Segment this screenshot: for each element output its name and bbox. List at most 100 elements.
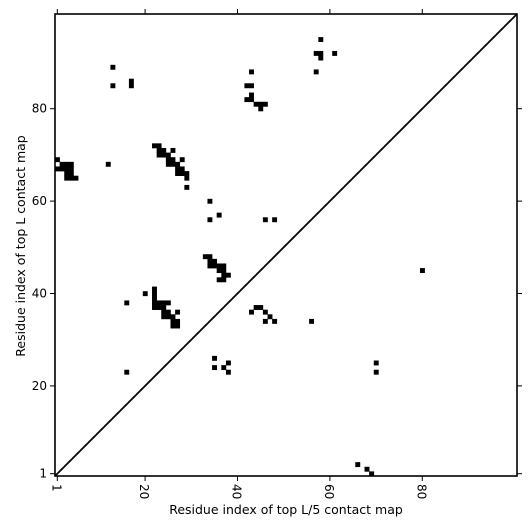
contact-cell bbox=[142, 291, 148, 297]
contact-cell bbox=[244, 97, 250, 103]
contact-cell bbox=[68, 166, 74, 172]
contact-cell bbox=[110, 64, 116, 70]
contact-cell bbox=[202, 254, 208, 260]
contact-cell bbox=[253, 305, 259, 310]
contact-cell bbox=[373, 360, 379, 366]
contact-cell bbox=[309, 318, 315, 324]
contact-cell bbox=[313, 50, 319, 56]
contact-cell bbox=[124, 369, 130, 375]
contact-cell bbox=[128, 83, 134, 89]
contact-cell bbox=[184, 184, 190, 190]
contact-cell bbox=[110, 83, 116, 89]
contact-cell bbox=[55, 166, 60, 172]
y-axis-ticks: 1 20 40 60 80 bbox=[32, 102, 522, 481]
contact-cell bbox=[156, 305, 162, 310]
contact-cell bbox=[165, 161, 171, 167]
contact-cell bbox=[179, 166, 185, 172]
contact-cell bbox=[152, 300, 157, 306]
contact-cell bbox=[318, 37, 324, 43]
contact-cell bbox=[175, 171, 181, 176]
y-axis-label: Residue index of top L contact map bbox=[13, 135, 28, 356]
contact-cell bbox=[184, 175, 190, 181]
contact-cell bbox=[221, 272, 227, 278]
y-tick-label: 20 bbox=[32, 379, 47, 393]
contact-cell bbox=[207, 198, 213, 204]
contact-cell bbox=[165, 300, 171, 306]
contact-cell bbox=[175, 318, 181, 324]
contact-cell bbox=[68, 161, 74, 167]
contact-cell bbox=[221, 277, 227, 283]
contact-cell bbox=[212, 263, 217, 269]
contact-cell bbox=[170, 318, 176, 324]
contact-cell bbox=[212, 355, 217, 361]
contact-cell bbox=[128, 78, 134, 84]
contact-cell bbox=[332, 50, 338, 56]
contact-cell bbox=[73, 175, 79, 181]
contact-cell bbox=[170, 314, 176, 320]
contact-cell bbox=[225, 369, 231, 375]
contact-cell bbox=[225, 360, 231, 366]
x-tick-label: 40 bbox=[229, 484, 243, 499]
contact-cell bbox=[364, 466, 370, 472]
contact-cell bbox=[161, 309, 167, 315]
contact-cell bbox=[216, 212, 222, 218]
contact-cell bbox=[64, 171, 70, 176]
contact-cell bbox=[272, 318, 278, 324]
contact-cell bbox=[249, 83, 254, 89]
x-tick-label: 60 bbox=[322, 484, 336, 499]
contact-cell bbox=[369, 471, 375, 477]
contact-cell bbox=[152, 295, 157, 301]
contact-cell bbox=[262, 318, 268, 324]
contact-cell bbox=[175, 323, 181, 329]
contact-cell bbox=[170, 157, 176, 163]
contact-cell bbox=[64, 166, 70, 172]
contact-cell bbox=[59, 161, 65, 167]
contact-cell bbox=[170, 323, 176, 329]
contact-cell bbox=[170, 161, 176, 167]
contact-cell bbox=[313, 69, 319, 75]
contact-cell bbox=[175, 166, 181, 172]
contact-cell bbox=[207, 217, 213, 223]
diagonal-line bbox=[54, 13, 518, 477]
contact-cell bbox=[156, 143, 162, 149]
contact-cell bbox=[258, 106, 264, 112]
contact-cell bbox=[207, 263, 213, 269]
contact-cell bbox=[64, 161, 70, 167]
contact-cell bbox=[124, 300, 130, 306]
contact-cell bbox=[212, 365, 217, 371]
x-axis-label: Residue index of top L/5 contact map bbox=[169, 502, 403, 517]
contact-cell bbox=[249, 69, 254, 75]
contact-cells bbox=[55, 37, 425, 477]
contact-cell bbox=[179, 157, 185, 163]
contact-cell bbox=[175, 161, 181, 167]
contact-cell bbox=[221, 268, 227, 274]
contact-cell bbox=[216, 268, 222, 274]
contact-cell bbox=[373, 369, 379, 375]
contact-cell bbox=[318, 50, 324, 56]
contact-cell bbox=[64, 175, 70, 181]
contact-cell bbox=[221, 365, 227, 371]
contact-cell bbox=[161, 305, 167, 310]
contact-cell bbox=[216, 263, 222, 269]
contact-cell bbox=[355, 462, 361, 468]
contact-cell bbox=[156, 152, 162, 158]
contact-cell bbox=[152, 305, 157, 310]
contact-cell bbox=[68, 175, 74, 181]
contact-cell bbox=[59, 166, 65, 172]
contact-cell bbox=[267, 314, 273, 320]
y-tick-label: 40 bbox=[32, 287, 47, 301]
contact-cell bbox=[272, 217, 278, 223]
x-tick-label: 80 bbox=[414, 484, 428, 499]
contact-cell bbox=[161, 152, 167, 158]
contact-cell bbox=[318, 55, 324, 61]
contact-cell bbox=[207, 254, 213, 260]
contact-cell bbox=[170, 147, 176, 153]
contact-cell bbox=[184, 171, 190, 176]
contact-cell bbox=[156, 300, 162, 306]
contact-cell bbox=[221, 263, 227, 269]
contact-cell bbox=[165, 309, 171, 315]
y-tick-label: 60 bbox=[32, 194, 47, 208]
contact-cell bbox=[249, 92, 254, 98]
contact-cell bbox=[179, 171, 185, 176]
